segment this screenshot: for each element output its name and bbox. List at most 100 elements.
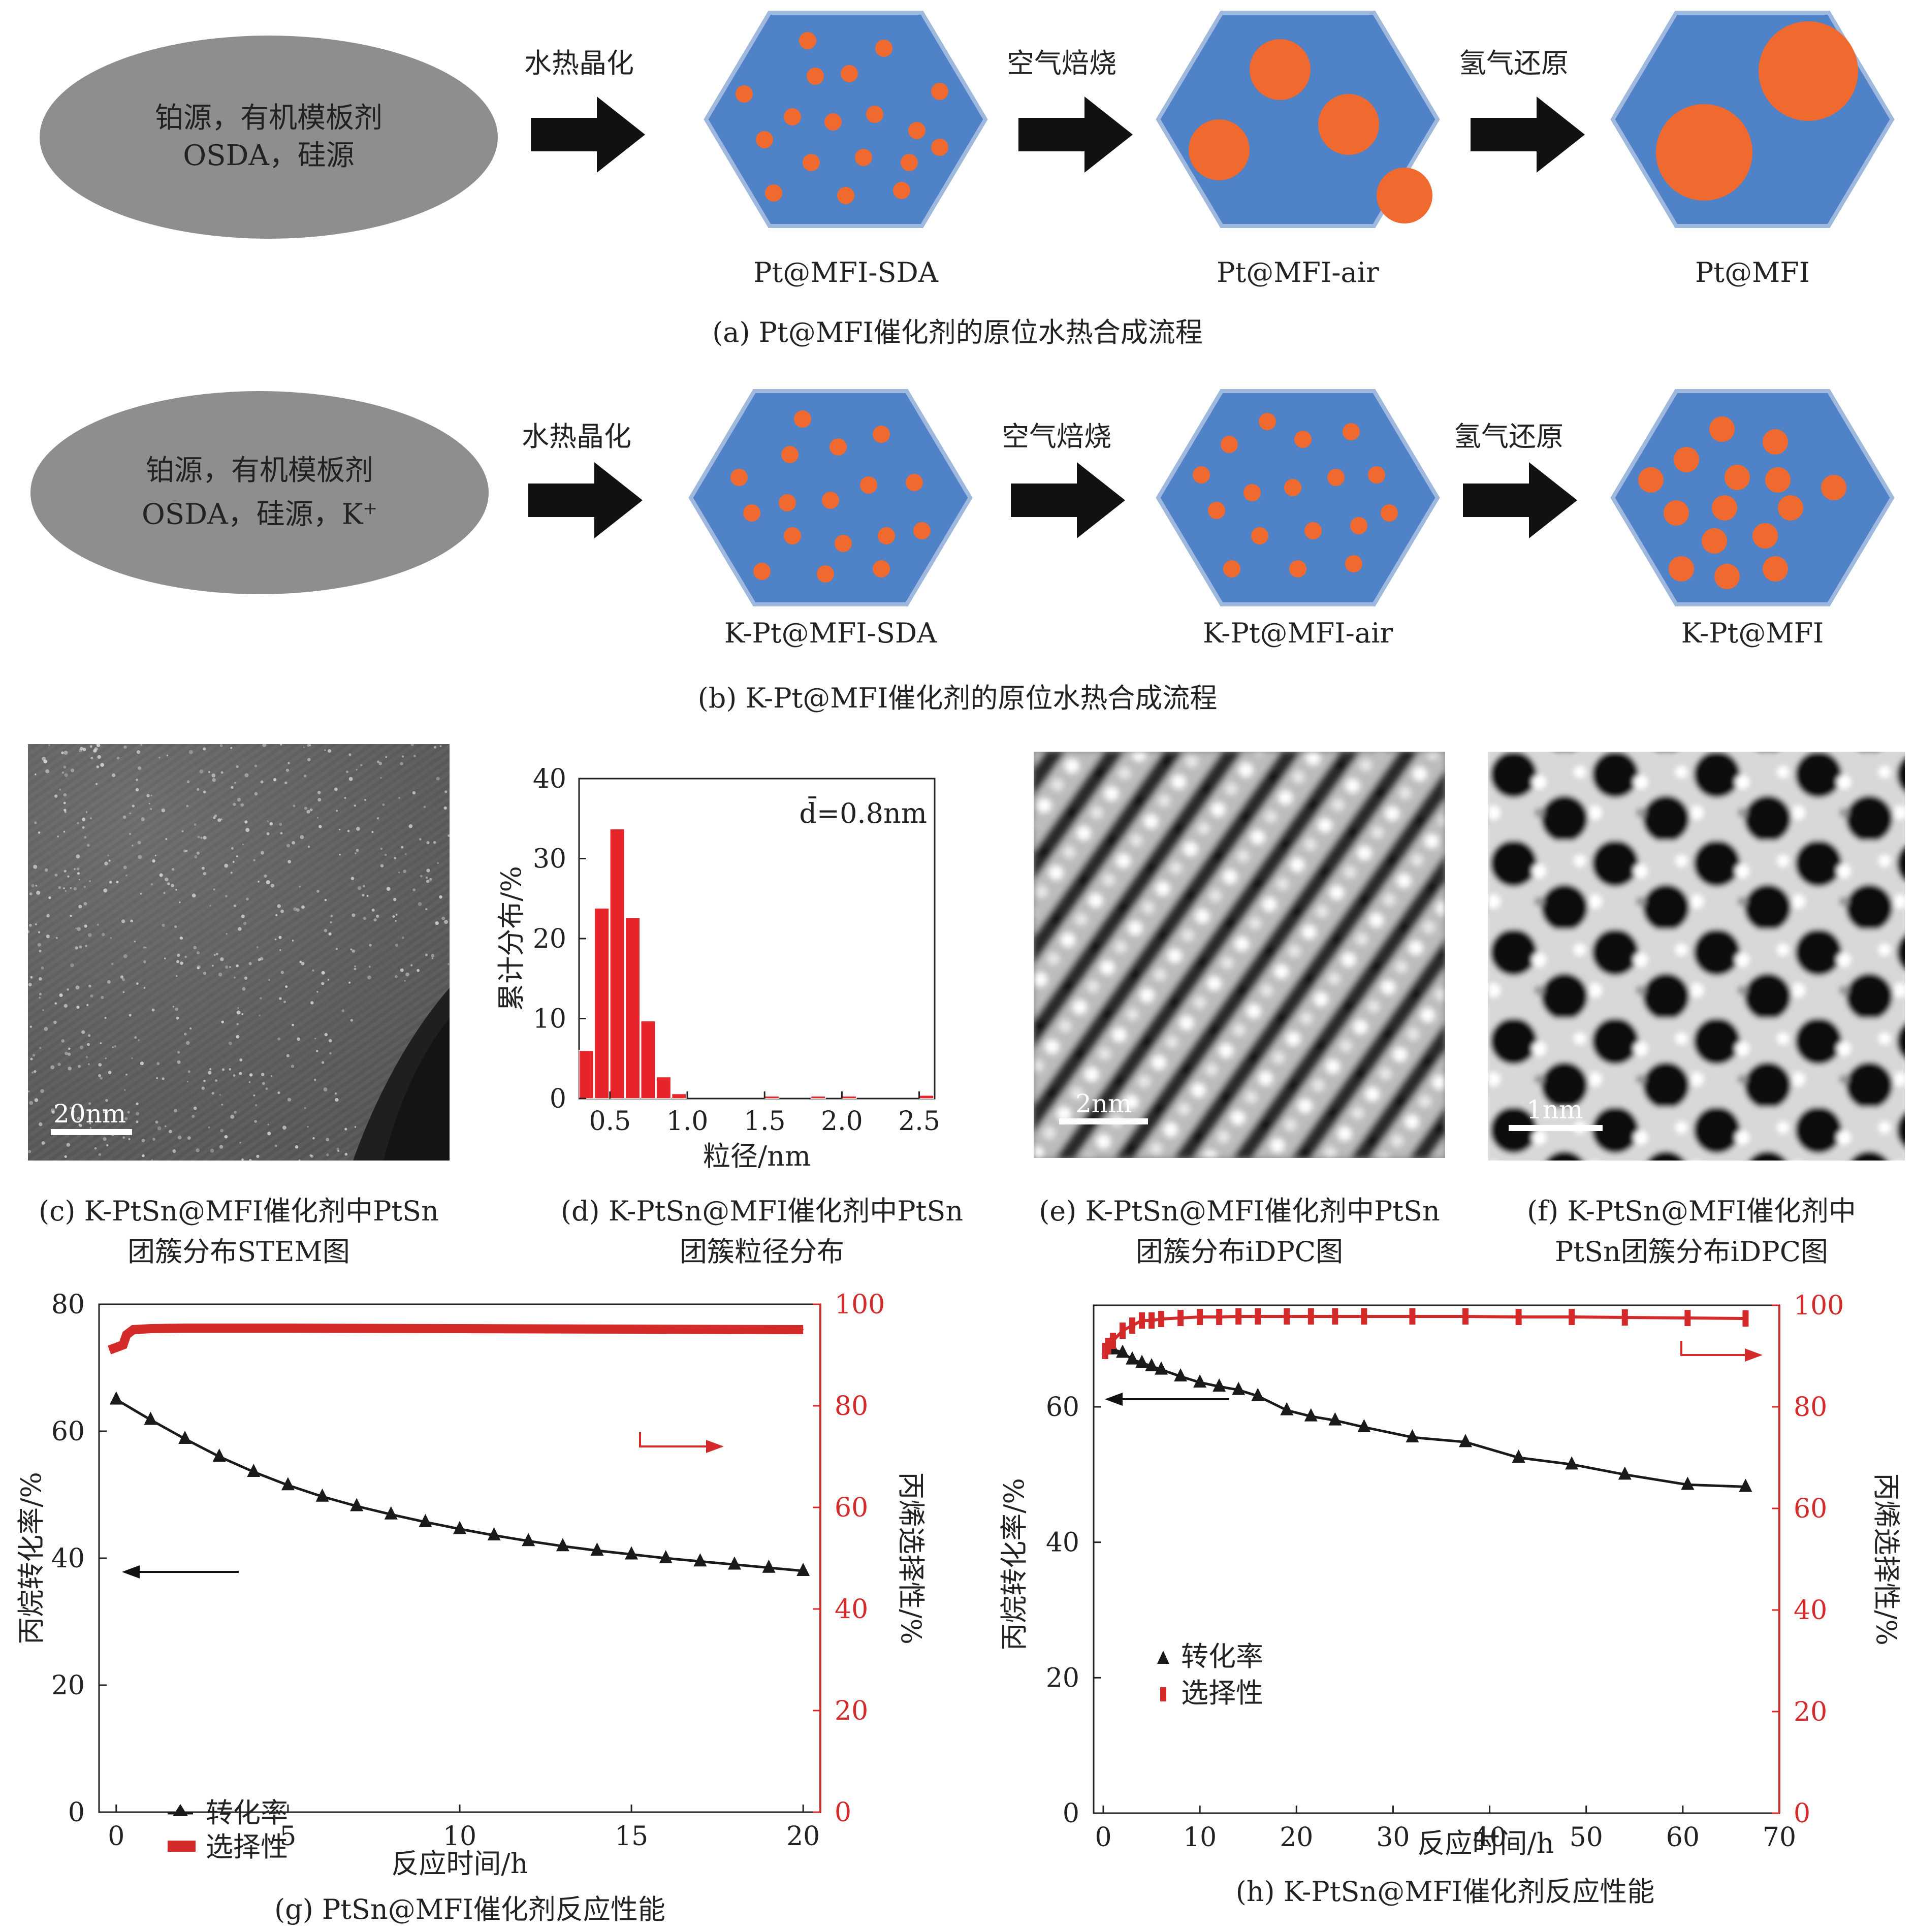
caption-b: (b) K-Pt@MFI催化剂的原位水热合成流程	[697, 682, 1218, 714]
histogram-bar	[640, 1020, 656, 1099]
crystal-b2	[1156, 389, 1440, 606]
chart-g-y2tick-label: 100	[835, 1290, 885, 1320]
chart-h-ytick-label: 0	[1063, 1798, 1079, 1829]
chart-g-selectivity-point	[122, 1344, 124, 1345]
chart-h-selectivity-point	[1409, 1308, 1416, 1325]
crystal-a1-label: Pt@MFI-SDA	[753, 256, 938, 288]
chart-h-selectivity-point	[1148, 1312, 1155, 1329]
caption-e-line2: 团簇分布iDPC图	[1135, 1236, 1344, 1268]
legend-h-conversion-marker	[1157, 1651, 1169, 1664]
caption-c-line1: (c) K-PtSn@MFI催化剂中PtSn	[39, 1195, 439, 1227]
chart-g-y2tick-label: 40	[835, 1594, 868, 1625]
histogram-bar	[671, 1093, 687, 1099]
chart-g-xtick-label: 15	[615, 1821, 648, 1852]
chart-h-selectivity-point	[1462, 1308, 1469, 1325]
chart-h-selectivity-point	[1158, 1311, 1165, 1327]
chart-g-xlabel: 反应时间/h	[392, 1848, 528, 1880]
chart-h-conversion-point	[1193, 1374, 1207, 1388]
histogram-xtick-label: 1.5	[744, 1106, 786, 1137]
legend-g-conversion-label: 转化率	[206, 1797, 288, 1829]
chart-h-ytick-label: 60	[1046, 1392, 1079, 1423]
chart-h-conversion-point	[1232, 1381, 1246, 1395]
chart-g-conversion-point	[178, 1431, 192, 1444]
chart-g-conversion-point	[212, 1448, 226, 1462]
chart-h-selectivity-point	[1255, 1308, 1261, 1325]
chart-h-conversion-point	[1280, 1402, 1294, 1415]
histogram-ytick-label: 10	[533, 1004, 566, 1035]
chart-h-ytick-label: 40	[1046, 1528, 1079, 1558]
chart-g-ytick-label: 80	[51, 1290, 85, 1320]
chart-g-selectivity-point	[126, 1334, 127, 1335]
caption-f-line1: (f) K-PtSn@MFI催化剂中	[1527, 1195, 1856, 1227]
chart-h-xtick-label: 30	[1376, 1822, 1410, 1853]
chart-h-conversion-point	[1739, 1478, 1752, 1492]
chart-h-y2tick-label: 80	[1794, 1392, 1827, 1423]
chart-h-conversion-point	[1618, 1466, 1632, 1480]
chart-h-selectivity-point	[1307, 1308, 1314, 1325]
chart-h-selectivity-point	[1621, 1309, 1628, 1326]
chart-g-selectivity-point	[287, 1328, 289, 1329]
histogram-bar	[594, 908, 610, 1099]
chart-h-y2tick-label: 0	[1794, 1798, 1810, 1829]
chart-g-conversion-point	[762, 1559, 776, 1573]
chart-g-selectivity-point	[631, 1329, 632, 1330]
chart-h-xtick-label: 20	[1280, 1822, 1313, 1853]
chart-h-xtick-label: 40	[1473, 1822, 1506, 1853]
chart-g-selectivity-point	[150, 1328, 151, 1329]
caption-d: (d) K-PtSn@MFI催化剂中PtSn 团簇粒径分布	[508, 1191, 1016, 1272]
chart-g-conversion-point	[453, 1521, 466, 1534]
precursor-oval-a: 铂源，有机模板剂 OSDA，硅源	[40, 36, 498, 239]
chart-g-conversion-point	[556, 1538, 569, 1552]
chart-h-selectivity-point	[1684, 1310, 1691, 1326]
chart-h-xtick-label: 70	[1763, 1822, 1796, 1853]
crystal-b3-label: K-Pt@MFI	[1681, 617, 1824, 649]
chart-h-selectivity-point	[1129, 1317, 1136, 1334]
step-b2-label: 空气焙烧	[1002, 421, 1111, 453]
crystal-b2-label: K-Pt@MFI-air	[1202, 617, 1393, 649]
caption-f-line2: PtSn团簇分布iDPC图	[1554, 1236, 1829, 1268]
crystal-b1-label: K-Pt@MFI-SDA	[724, 617, 937, 649]
crystal-a3	[1610, 11, 1895, 228]
chart-g-conversion-point	[144, 1411, 157, 1425]
chart-h-selectivity-point	[1120, 1323, 1126, 1339]
chart-h-selectivity-point	[1177, 1310, 1184, 1326]
histogram-bar	[579, 1050, 594, 1099]
crystal-a2-label: Pt@MFI-air	[1217, 256, 1379, 288]
chart-g-ytick-label: 60	[51, 1416, 85, 1447]
idpc-image-e: 2nm	[1034, 752, 1445, 1158]
step-a3-label: 氢气还原	[1459, 47, 1569, 79]
chart-g-conversion-point	[625, 1546, 639, 1560]
chart-h-selectivity-point	[1139, 1312, 1145, 1329]
crystal-b1	[688, 389, 973, 606]
caption-g: (g) PtSn@MFI催化剂反应性能	[274, 1893, 665, 1925]
chart-h-y2tick-label: 60	[1794, 1494, 1827, 1524]
chart-g-y2tick-label: 0	[835, 1797, 851, 1828]
chart-g-conversion-point	[590, 1542, 604, 1556]
chart-g-selectivity-point	[133, 1329, 134, 1330]
oval-b-superscript: +	[363, 498, 377, 519]
idpc-e-scale-label: 2nm	[1075, 1089, 1132, 1118]
histogram-xtick-label: 0.5	[589, 1106, 631, 1137]
chart-g-conversion-point	[384, 1506, 398, 1520]
oval-a-line1: 铂源，有机模板剂	[155, 102, 382, 135]
chart-h-conversion-point	[1406, 1429, 1419, 1442]
histogram-ytick-label: 0	[550, 1084, 566, 1114]
chart-h-y2label: 丙烯选择性/%	[1870, 1473, 1902, 1646]
crystal-a3-label: Pt@MFI	[1695, 256, 1810, 288]
chart-h-arrow-right-icon	[1680, 1341, 1763, 1362]
chart-g-xtick-label: 20	[786, 1821, 820, 1852]
chart-h-selectivity-point	[1197, 1309, 1203, 1325]
chart-h-conversion-point	[1681, 1476, 1695, 1490]
histogram-xtick-label: 2.5	[898, 1106, 940, 1137]
legend-h-conversion-label: 转化率	[1181, 1640, 1263, 1672]
chart-g-legend: 转化率 选择性	[168, 1797, 288, 1863]
arrow-b2-icon	[1011, 462, 1125, 538]
chart-g: 0 5 10 15 20 0 20 40 60 80 0 20 40 60 80 100 反应时间/h 丙烷转…	[15, 1290, 927, 1880]
legend-h-selectivity-label: 选择性	[1181, 1677, 1263, 1709]
histogram-bar	[841, 1096, 857, 1099]
caption-e-line1: (e) K-PtSn@MFI催化剂中PtSn	[1039, 1195, 1440, 1227]
caption-a: (a) Pt@MFI催化剂的原位水热合成流程	[712, 316, 1203, 348]
chart-h-conversion-point	[1126, 1351, 1139, 1365]
histogram-bar	[810, 1096, 826, 1099]
